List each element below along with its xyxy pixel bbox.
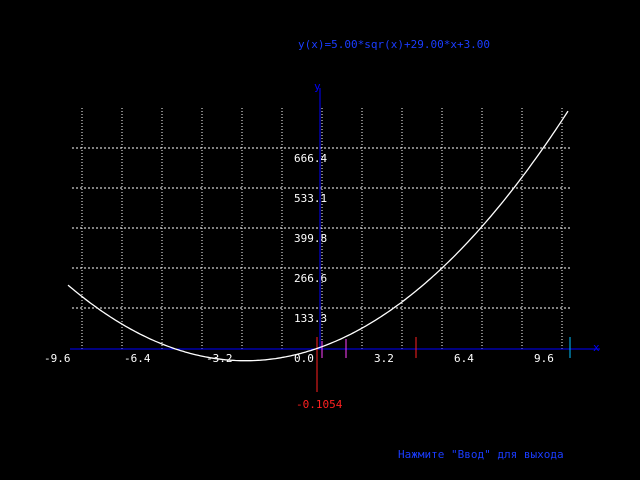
- y-tick-label: 666.4: [294, 152, 327, 165]
- exit-hint: Нажмите "Ввод" для выхода: [398, 448, 564, 461]
- y-axis-label: y: [314, 80, 321, 93]
- x-tick-label: 6.4: [454, 352, 474, 365]
- y-tick-label: 133.3: [294, 312, 327, 325]
- y-tick-label: 533.1: [294, 192, 327, 205]
- chart-title: y(x)=5.00*sqr(x)+29.00*x+3.00: [298, 38, 490, 51]
- x-tick-label: -9.6: [44, 352, 71, 365]
- min-value-label: -0.1054: [296, 398, 343, 411]
- axes: [70, 88, 600, 350]
- function-curve: [67, 110, 569, 362]
- grid: [72, 108, 572, 349]
- x-tick-label: 3.2: [374, 352, 394, 365]
- x-axis-label: x: [593, 341, 600, 354]
- y-tick-label: 399.8: [294, 232, 327, 245]
- y-tick-label: 266.6: [294, 272, 327, 285]
- x-tick-label: 0.0: [294, 352, 314, 365]
- x-tick-label: 9.6: [534, 352, 554, 365]
- x-tick-label: -6.4: [124, 352, 151, 365]
- y-tick-labels: 133.3 266.6 399.8 533.1 666.4: [294, 152, 327, 325]
